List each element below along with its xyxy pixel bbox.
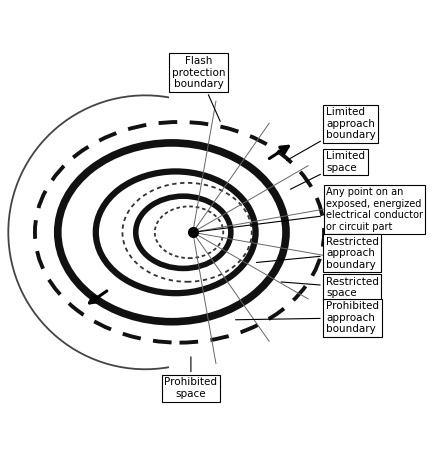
Text: Restricted
approach
boundary: Restricted approach boundary (257, 237, 379, 270)
Text: Restricted
space: Restricted space (281, 276, 379, 298)
Text: Limited
space: Limited space (291, 151, 365, 189)
Text: Prohibited
approach
boundary: Prohibited approach boundary (236, 301, 379, 335)
Text: Limited
approach
boundary: Limited approach boundary (287, 107, 375, 160)
Text: Flash
protection
boundary: Flash protection boundary (172, 56, 225, 122)
Text: Any point on an
exposed, energized
electrical conductor
or circuit part: Any point on an exposed, energized elect… (195, 187, 423, 232)
Text: Prohibited
space: Prohibited space (164, 357, 217, 399)
